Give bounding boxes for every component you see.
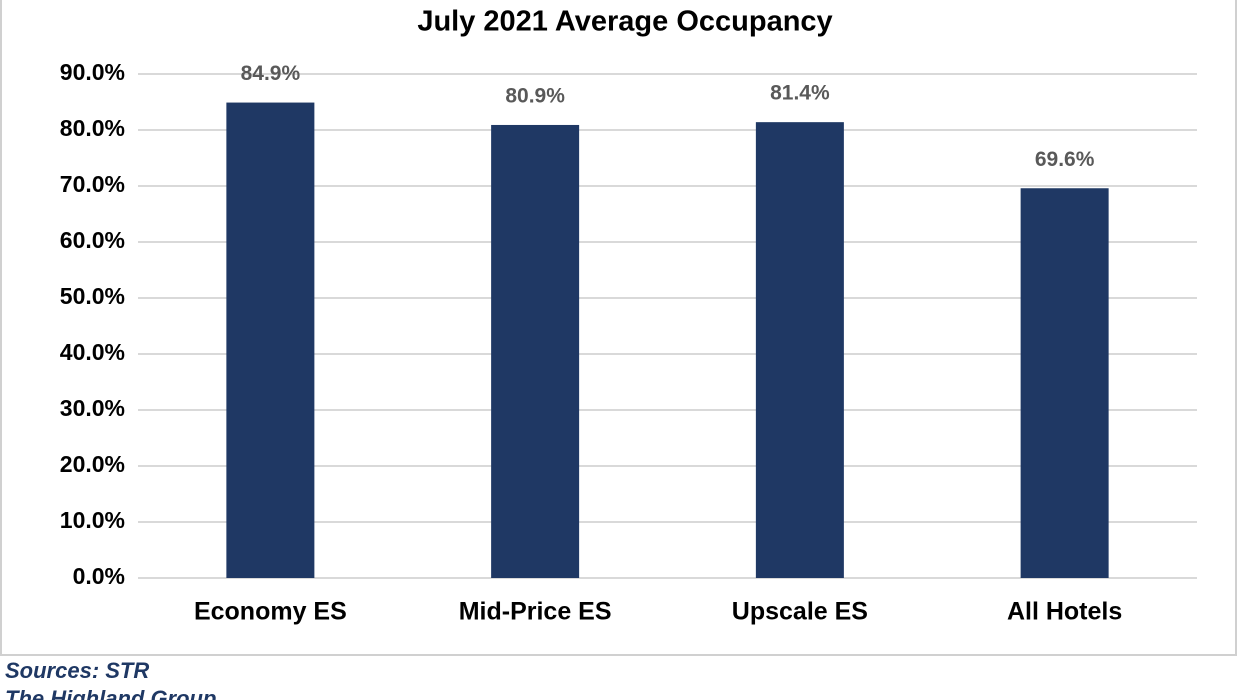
y-tick-label: 80.0% (60, 115, 125, 141)
source-note: The Highland Group (5, 686, 216, 700)
value-label: 80.9% (505, 85, 565, 108)
y-tick-label: 20.0% (60, 451, 125, 477)
bar (226, 102, 315, 578)
y-tick-label: 70.0% (60, 171, 125, 197)
x-tick-label: Upscale ES (732, 598, 868, 626)
chart-border (0, 0, 1237, 656)
y-tick-label: 90.0% (60, 59, 125, 85)
bar (1020, 188, 1109, 579)
x-tick-label: Mid-Price ES (459, 598, 612, 626)
chart-title: July 2021 Average Occupancy (417, 6, 832, 38)
value-label: 69.6% (1035, 148, 1095, 171)
bar (491, 124, 580, 579)
y-tick-label: 60.0% (60, 227, 125, 253)
y-tick-label: 40.0% (60, 339, 125, 365)
y-tick-label: 0.0% (73, 563, 125, 589)
value-label: 81.4% (770, 82, 830, 105)
y-tick-label: 50.0% (60, 283, 125, 309)
source-note: Sources: STR (5, 658, 149, 683)
bar (755, 122, 844, 578)
x-tick-label: Economy ES (194, 598, 347, 626)
y-tick-label: 30.0% (60, 395, 125, 421)
x-tick-label: All Hotels (1007, 598, 1122, 626)
value-label: 84.9% (241, 62, 301, 85)
y-tick-label: 10.0% (60, 507, 125, 533)
